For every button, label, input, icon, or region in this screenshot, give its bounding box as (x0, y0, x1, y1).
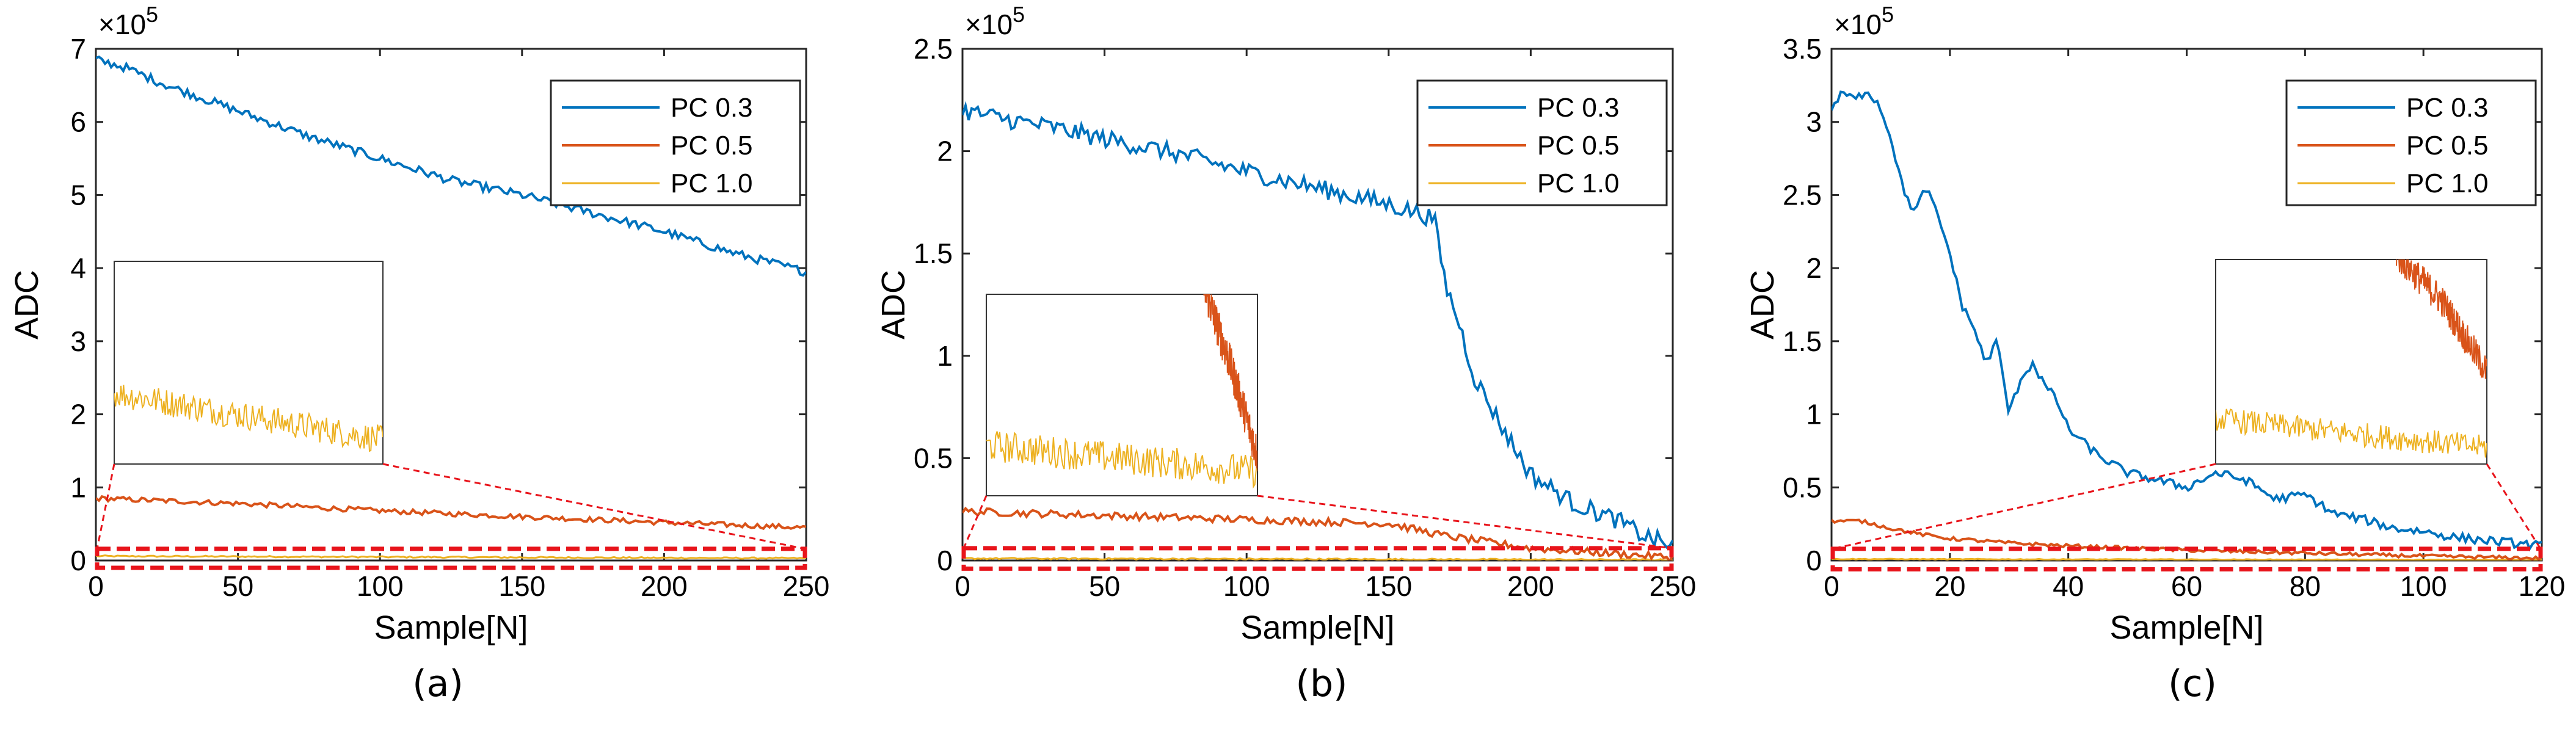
inset-connector-left (96, 463, 115, 549)
y-tick-label: 2 (937, 136, 953, 167)
y-exponent-label: ×105 (1834, 2, 1894, 40)
legend-entry-label: PC 1.0 (2406, 169, 2489, 198)
y-tick-label: 0 (937, 545, 953, 576)
legend-entry-label: PC 0.5 (671, 131, 753, 161)
y-tick-label: 2.5 (1783, 179, 1822, 211)
x-tick-label: 50 (222, 570, 253, 602)
inset-connector-right (2486, 463, 2542, 549)
x-axis-label: Sample[N] (2109, 609, 2263, 646)
x-tick-label: 200 (641, 570, 688, 602)
x-axis-label: Sample[N] (374, 609, 528, 646)
panel-caption: (c) (2168, 662, 2217, 705)
inset-series-pc-1-0 (986, 431, 1257, 489)
highlight-band (961, 546, 1674, 571)
legend: PC 0.3 PC 0.5 PC 1.0 (550, 79, 801, 206)
legend: PC 0.3 PC 0.5 PC 1.0 (2285, 79, 2537, 206)
legend-entry-label: PC 1.0 (671, 169, 753, 198)
series-line-pc-1-0 (1832, 557, 2542, 560)
inset-connector-right (382, 463, 806, 550)
x-tick-label: 250 (783, 570, 830, 602)
y-tick-label: 6 (70, 106, 86, 138)
y-tick-label: 3 (70, 325, 86, 357)
inset-box (114, 261, 384, 465)
y-axis-label: ADC (1744, 270, 1781, 339)
y-tick-label: 1 (70, 471, 86, 503)
series-line-pc-0-3 (96, 55, 806, 277)
y-tick-label: 0.5 (1783, 471, 1822, 503)
x-tick-label: 150 (498, 570, 545, 602)
x-tick-label: 120 (2519, 570, 2566, 602)
inset-series-pc-1-0 (2216, 408, 2487, 458)
legend-box (1416, 79, 1668, 206)
legend-box (550, 79, 801, 206)
series-line-pc-0-3 (962, 101, 1673, 549)
y-tick-label: 1.5 (1783, 325, 1822, 357)
x-tick-label: 250 (1650, 570, 1697, 602)
x-tick-label: 60 (2171, 570, 2202, 602)
y-tick-label: 0.5 (914, 442, 953, 474)
inset-series-pc-1-0 (114, 385, 383, 452)
y-axis-label: ADC (9, 270, 45, 339)
legend-entry-label: PC 0.3 (1537, 93, 1620, 123)
x-axis-label: Sample[N] (1240, 609, 1394, 646)
x-tick-label: 20 (1934, 570, 1965, 602)
x-tick-label: 50 (1089, 570, 1120, 602)
chart-panel-1: 0 50 100 150 200 250 0 1 2 3 4 5 6 7 ×105 Sample[N] ADC P… (9, 2, 829, 705)
x-tick-label: 40 (2053, 570, 2084, 602)
axes-box (95, 48, 807, 562)
series-line-pc-0-5 (96, 495, 806, 530)
x-tick-label: 0 (955, 570, 970, 602)
legend-box (2285, 79, 2537, 206)
inset-connector-left (962, 495, 988, 549)
y-exponent-label: ×105 (965, 2, 1025, 40)
y-tick-label: 1 (937, 340, 953, 372)
legend-entry-label: PC 1.0 (1537, 169, 1620, 198)
highlight-band (1830, 546, 2543, 571)
x-tick-label: 100 (2400, 570, 2447, 602)
series-line-pc-1-0 (962, 556, 1673, 560)
highlight-band (95, 546, 807, 570)
inset-connector-left (1832, 463, 2216, 550)
x-tick-label: 100 (1223, 570, 1270, 602)
legend-entry-label: PC 0.3 (2406, 93, 2489, 123)
inset-series-pc-0-5 (2396, 259, 2487, 379)
y-tick-label: 0 (70, 545, 86, 576)
y-tick-label: 2.5 (914, 33, 953, 65)
y-tick-label: 2 (1806, 252, 1822, 284)
inset-series-pc-0-5 (1203, 294, 1257, 472)
inset-connector-right (1257, 495, 1672, 549)
chart-panel-3: 0 20 40 60 80 100 120 0 0.5 1 1.5 2 2.5 3 3.5 ×105 Sampl… (1744, 2, 2565, 705)
x-tick-label: 80 (2290, 570, 2321, 602)
series-line-pc-0-5 (962, 506, 1673, 560)
series-line-pc-1-0 (96, 554, 806, 560)
y-tick-label: 3.5 (1783, 33, 1822, 65)
y-exponent-label: ×105 (98, 2, 158, 40)
y-tick-label: 3 (1806, 106, 1822, 138)
x-tick-label: 150 (1365, 570, 1412, 602)
y-tick-label: 4 (70, 252, 86, 284)
x-tick-label: 0 (88, 570, 104, 602)
y-tick-label: 2 (70, 399, 86, 430)
axes-box (961, 48, 1674, 562)
y-axis-label: ADC (875, 270, 912, 339)
y-tick-label: 1.5 (914, 238, 953, 269)
legend-entry-label: PC 0.3 (671, 93, 753, 123)
panel-caption: (b) (1296, 662, 1348, 705)
series-line-pc-0-3 (1832, 90, 2542, 552)
legend-entry-label: PC 0.5 (1537, 131, 1620, 161)
chart-panel-2: 0 50 100 150 200 250 0 0.5 1 1.5 2 2.5 ×105 Sample[N]… (875, 2, 1696, 705)
panel-caption: (a) (412, 662, 464, 705)
x-tick-label: 100 (357, 570, 404, 602)
y-tick-label: 7 (70, 33, 86, 65)
x-tick-label: 0 (1824, 570, 1839, 602)
x-tick-label: 200 (1507, 570, 1554, 602)
legend: PC 0.3 PC 0.5 PC 1.0 (1416, 79, 1668, 206)
y-tick-label: 5 (70, 179, 86, 211)
legend-entry-label: PC 0.5 (2406, 131, 2489, 161)
y-tick-label: 0 (1806, 545, 1822, 576)
y-tick-label: 1 (1806, 399, 1822, 430)
